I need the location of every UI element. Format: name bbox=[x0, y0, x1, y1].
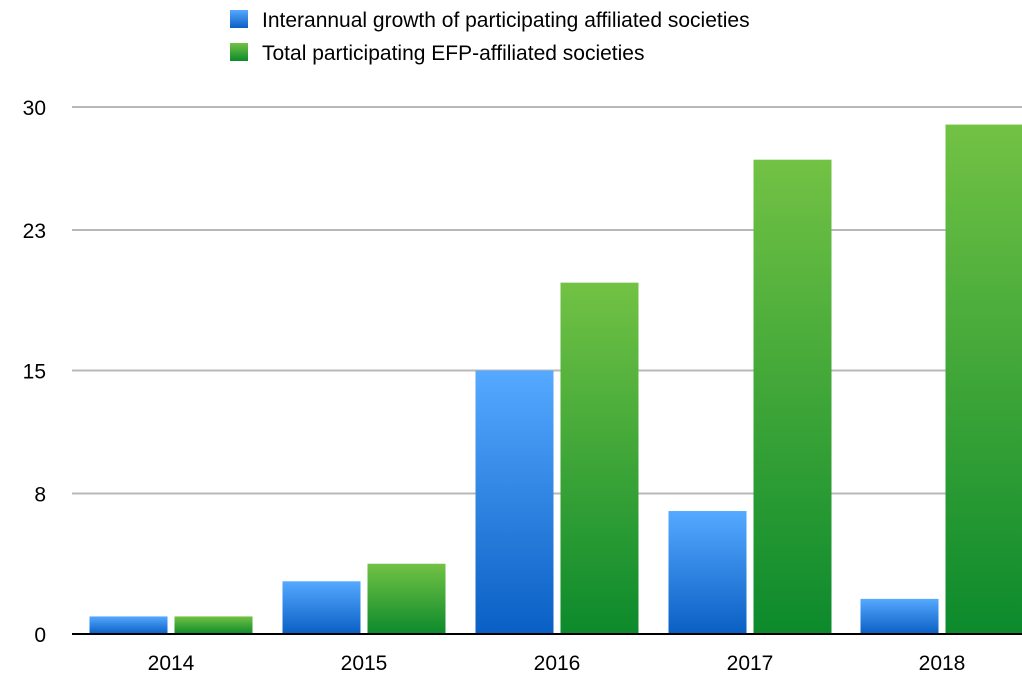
bar-total bbox=[560, 282, 639, 634]
y-tick-label: 15 bbox=[23, 361, 46, 384]
x-category-label: 2016 bbox=[534, 652, 581, 675]
bar-growth bbox=[475, 370, 554, 634]
legend-swatch-total bbox=[230, 43, 248, 61]
y-axis-tick-labels: 0 8 15 23 30 bbox=[23, 97, 46, 647]
bar-growth bbox=[89, 616, 168, 634]
legend-swatch-growth bbox=[230, 10, 248, 28]
x-category-label: 2017 bbox=[727, 652, 774, 675]
bar-total bbox=[367, 563, 446, 634]
bar-total bbox=[753, 159, 832, 634]
y-tick-label: 30 bbox=[23, 97, 46, 120]
x-axis-category-labels: 2014 2015 2016 2017 2018 bbox=[148, 652, 966, 675]
x-category-label: 2014 bbox=[148, 652, 195, 675]
bar-growth bbox=[668, 511, 747, 634]
legend: Interannual growth of participating affi… bbox=[230, 9, 750, 65]
x-category-label: 2015 bbox=[341, 652, 388, 675]
y-tick-label: 23 bbox=[23, 220, 46, 243]
x-category-label: 2018 bbox=[919, 652, 966, 675]
y-tick-label: 8 bbox=[34, 483, 46, 506]
legend-label-growth: Interannual growth of participating affi… bbox=[262, 9, 750, 32]
y-tick-label: 0 bbox=[34, 624, 46, 647]
legend-label-total: Total participating EFP-affiliated socie… bbox=[262, 42, 644, 65]
bar-growth bbox=[860, 598, 939, 634]
bar-growth bbox=[282, 581, 361, 634]
bar-total bbox=[945, 124, 1022, 635]
bars bbox=[89, 124, 1022, 635]
bar-total bbox=[174, 616, 253, 634]
